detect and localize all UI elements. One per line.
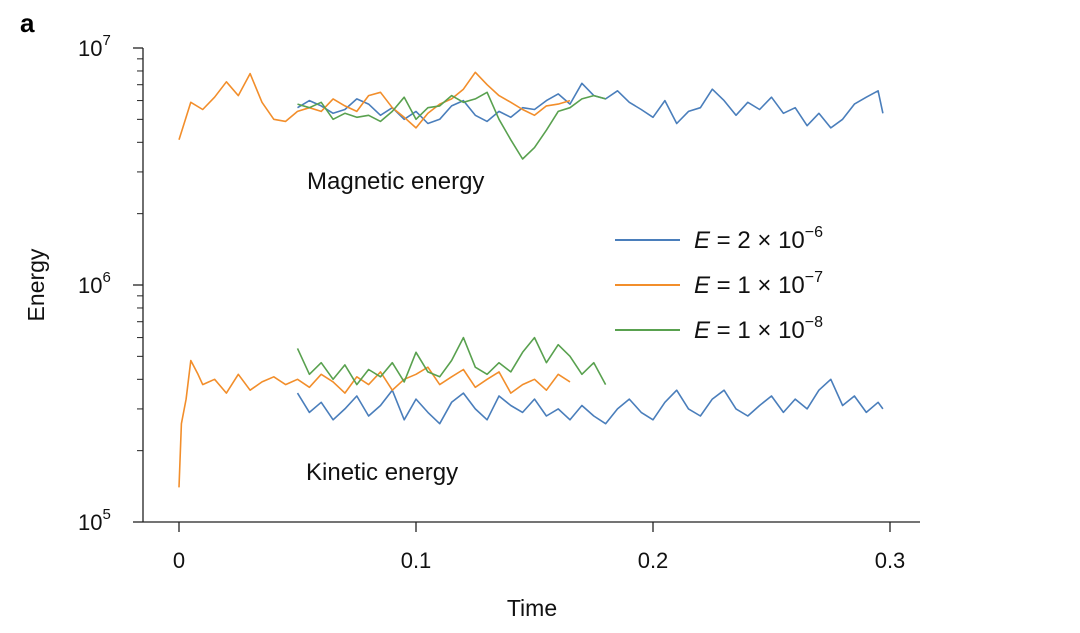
series-2-magnetic-line [297,91,606,160]
series-lines [178,71,884,488]
y-axis-title: Energy [23,248,49,321]
panel-label: a [20,8,35,38]
y-tick-label: 106 [78,269,111,298]
y-tick-label: 105 [78,506,111,535]
x-tick-label: 0.3 [875,548,906,573]
x-tick-label: 0.2 [638,548,669,573]
y-tick-base: 10 [78,36,102,61]
y-tick-base: 10 [78,273,102,298]
x-ticks: 0 0.1 0.2 0.3 [173,522,905,573]
y-tick-label: 107 [78,32,111,61]
x-tick-label: 0 [173,548,185,573]
y-tick-base: 10 [78,510,102,535]
legend-rest: = 1 × 10 [710,272,805,299]
legend-exp: −8 [805,314,823,331]
legend-exp: −6 [805,224,823,241]
x-axis-title: Time [507,595,557,621]
legend-label: E = 1 × 10−7 [694,269,823,299]
kinetic-energy-label: Kinetic energy [306,459,458,486]
magnetic-energy-label: Magnetic energy [307,168,484,195]
legend: E = 2 × 10−6E = 1 × 10−7E = 1 × 10−8 [615,224,823,344]
legend-var: E [694,272,711,299]
series-0-magnetic-line [297,82,884,129]
legend-label: E = 2 × 10−6 [694,224,823,254]
legend-var: E [694,227,711,254]
series-0-kinetic-line [296,378,884,425]
y-tick-exp: 6 [102,269,110,286]
y-tick-exp: 7 [102,32,110,49]
legend-exp: −7 [805,269,823,286]
y-tick-exp: 5 [102,506,110,523]
series-1-magnetic-line [178,71,571,141]
legend-rest: = 2 × 10 [710,227,805,254]
series-2-kinetic-line [296,336,607,386]
legend-var: E [694,317,711,344]
x-tick-label: 0.1 [401,548,432,573]
legend-rest: = 1 × 10 [710,317,805,344]
legend-label: E = 1 × 10−8 [694,314,823,344]
series-1-kinetic-line [178,359,571,488]
